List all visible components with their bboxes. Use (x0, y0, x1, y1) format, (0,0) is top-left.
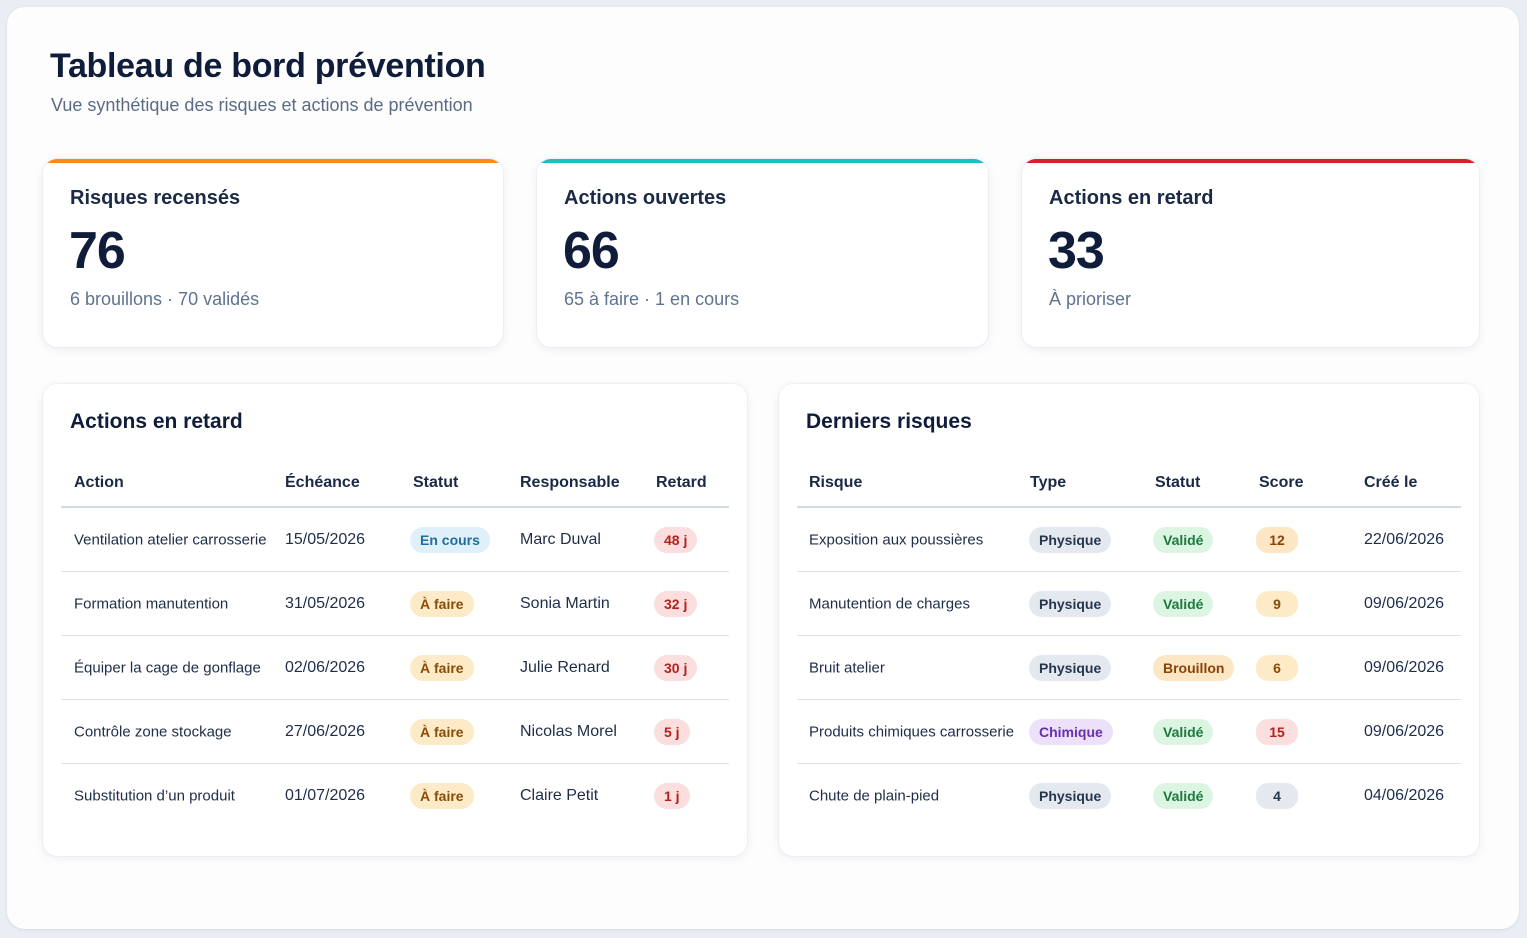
kpi-value: 33 (1048, 222, 1105, 280)
type-badge: Physique (1029, 783, 1112, 809)
late-actions-table: Action Échéance Statut Responsable Retar… (61, 464, 729, 828)
status-badge: À faire (410, 783, 474, 809)
table-row[interactable]: Contrôle zone stockage 27/06/2026 À fair… (61, 700, 729, 764)
table-header: Risque Type Statut Score Créé le (797, 464, 1461, 508)
column-header-risk[interactable]: Risque (809, 474, 863, 491)
status-badge: Validé (1153, 590, 1214, 617)
risk-name: Chute de plain-pied (809, 787, 940, 805)
created-date: 09/06/2026 (1364, 594, 1445, 612)
column-header-type[interactable]: Type (1030, 474, 1067, 491)
risk-name: Manutention de charges (809, 595, 970, 612)
kpi-value: 66 (563, 222, 620, 280)
created-date: 09/06/2026 (1364, 658, 1445, 676)
risk-name: Exposition aux poussières (809, 531, 984, 548)
table-row[interactable]: Chute de plain-pied Physique Validé 4 04… (797, 764, 1461, 828)
delay-badge: 30 j (654, 654, 698, 681)
delay-badge: 1 j (654, 783, 690, 809)
latest-risks-panel: Derniers risques Risque Type Statut Scor… (779, 384, 1479, 856)
kpi-note: À prioriser (1049, 289, 1132, 309)
table-row[interactable]: Formation manutention 31/05/2026 À faire… (61, 572, 729, 636)
action-name: Substitution d’un produit (74, 787, 235, 805)
action-name: Équiper la cage de gonflage (74, 659, 261, 676)
created-date: 04/06/2026 (1364, 787, 1445, 804)
column-header-delay[interactable]: Retard (656, 474, 707, 491)
kpi-card-risks[interactable]: Risques recensés 76 6 brouillons · 70 va… (43, 159, 503, 347)
column-header-action[interactable]: Action (74, 474, 124, 491)
owner-name: Marc Duval (520, 530, 601, 548)
action-name: Ventilation atelier carrosserie (74, 531, 267, 548)
table-row[interactable]: Produits chimiques carrosserie Chimique … (797, 700, 1461, 764)
column-header-score[interactable]: Score (1259, 474, 1304, 491)
delay-badge: 5 j (654, 718, 690, 745)
type-badge: Physique (1029, 590, 1112, 617)
owner-name: Claire Petit (520, 787, 599, 804)
table-row[interactable]: Substitution d’un produit 01/07/2026 À f… (61, 764, 729, 828)
due-date: 02/06/2026 (285, 658, 366, 676)
status-badge: En cours (410, 526, 490, 553)
kpi-note: 6 brouillons · 70 validés (70, 289, 260, 309)
owner-name: Nicolas Morel (520, 722, 617, 740)
score-badge: 15 (1256, 718, 1298, 745)
kpi-accent-bar (537, 159, 988, 163)
late-actions-panel: Actions en retard Action Échéance Statut… (43, 384, 747, 856)
due-date: 01/07/2026 (285, 787, 366, 804)
score-badge: 6 (1256, 654, 1298, 681)
created-date: 22/06/2026 (1364, 530, 1445, 548)
status-badge: À faire (410, 590, 474, 617)
table-row[interactable]: Bruit atelier Physique Brouillon 6 09/06… (797, 636, 1461, 700)
due-date: 27/06/2026 (285, 722, 366, 740)
created-date: 09/06/2026 (1364, 722, 1445, 740)
action-name: Contrôle zone stockage (74, 723, 232, 740)
latest-risks-table: Risque Type Statut Score Créé le Exposit… (797, 464, 1461, 828)
status-badge: Validé (1153, 783, 1214, 809)
kpi-note: 65 à faire · 1 en cours (564, 289, 740, 309)
kpi-accent-bar (43, 159, 503, 163)
owner-name: Julie Renard (520, 658, 610, 676)
table-row[interactable]: Exposition aux poussières Physique Valid… (797, 508, 1461, 572)
kpi-card-late-actions[interactable]: Actions en retard 33 À prioriser (1022, 159, 1479, 347)
risk-name: Bruit atelier (809, 659, 885, 676)
delay-badge: 48 j (654, 526, 698, 553)
table-row[interactable]: Ventilation atelier carrosserie 15/05/20… (61, 508, 729, 572)
panel-title: Actions en retard (70, 410, 243, 433)
page-subtitle: Vue synthétique des risques et actions d… (51, 95, 473, 115)
column-header-owner[interactable]: Responsable (520, 474, 620, 491)
type-badge: Physique (1029, 654, 1112, 681)
kpi-card-open-actions[interactable]: Actions ouvertes 66 65 à faire · 1 en co… (537, 159, 988, 347)
table-row[interactable]: Équiper la cage de gonflage 02/06/2026 À… (61, 636, 729, 700)
status-badge: À faire (410, 654, 474, 681)
page-title: Tableau de bord prévention (50, 47, 486, 85)
owner-name: Sonia Martin (520, 594, 610, 612)
panel-title: Derniers risques (806, 410, 972, 433)
score-badge: 4 (1256, 783, 1298, 809)
column-header-status[interactable]: Statut (413, 474, 459, 491)
kpi-label: Actions en retard (1049, 187, 1214, 209)
status-badge: Validé (1153, 526, 1214, 553)
type-badge: Physique (1029, 526, 1112, 553)
due-date: 15/05/2026 (285, 530, 366, 548)
kpi-label: Risques recensés (70, 187, 241, 209)
kpi-value: 76 (69, 222, 126, 280)
risk-name: Produits chimiques carrosserie (809, 723, 1015, 740)
action-name: Formation manutention (74, 595, 229, 612)
kpi-label: Actions ouvertes (564, 187, 727, 209)
score-badge: 12 (1256, 526, 1298, 553)
table-row[interactable]: Manutention de charges Physique Validé 9… (797, 572, 1461, 636)
status-badge: À faire (410, 718, 474, 745)
table-header: Action Échéance Statut Responsable Retar… (61, 464, 729, 508)
delay-badge: 32 j (654, 590, 698, 617)
score-badge: 9 (1256, 590, 1298, 617)
status-badge: Brouillon (1153, 654, 1235, 681)
column-header-status[interactable]: Statut (1155, 474, 1201, 491)
type-badge: Chimique (1029, 718, 1113, 745)
due-date: 31/05/2026 (285, 594, 366, 612)
status-badge: Validé (1153, 718, 1214, 745)
column-header-created[interactable]: Créé le (1364, 474, 1418, 491)
kpi-accent-bar (1022, 159, 1479, 163)
column-header-due[interactable]: Échéance (285, 474, 360, 491)
